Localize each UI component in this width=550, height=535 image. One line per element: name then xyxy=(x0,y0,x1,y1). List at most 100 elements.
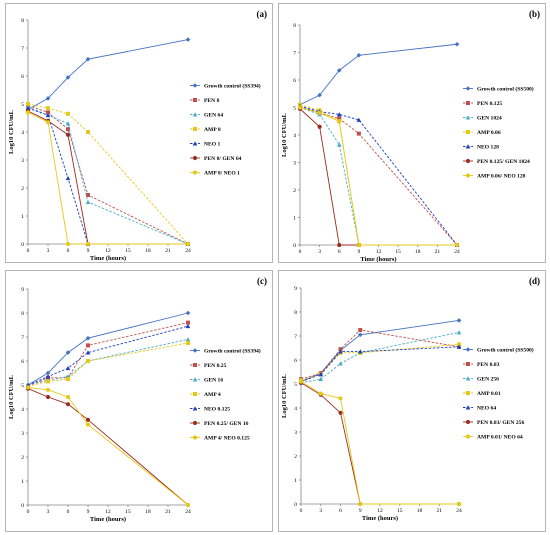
panel-b-legend-item-amp-0-06-neo-128-label: AMP 0.06/ NEO 128 xyxy=(477,174,526,180)
panel-d-x-tick-label: 24 xyxy=(456,508,462,514)
panel-c-series-pen-0-25-gen-16-point xyxy=(85,417,91,422)
panel-c-series-neo-0-125-point xyxy=(65,365,71,371)
panel-a-series-growth-control-ss394-point xyxy=(65,75,71,80)
panel-d-series-gen-256-point xyxy=(318,376,324,382)
panel-a-legend-item-gen-64-label: GEN 64 xyxy=(204,113,223,119)
panel-a-y-tick-label: 0 xyxy=(21,242,24,248)
panel-a-x-tick-label: 24 xyxy=(185,248,191,254)
panel-c-legend-item-growth-control-ss394-marker xyxy=(192,348,198,353)
panel-b-x-tick-label: 12 xyxy=(376,249,382,255)
panel-d-series-amp-0-01-neo-64-point xyxy=(358,501,363,507)
panel-b-legend-item-pen-0-125-gen-1024-marker xyxy=(465,158,471,164)
panel-c-legend-item-amp-4-neo-0-125-marker xyxy=(192,435,198,440)
panel-c-y-tick-label: 3 xyxy=(21,431,24,437)
panel-b-series-amp-0-06-neo-128-point xyxy=(454,242,460,248)
panel-a-legend-item-gen-64-marker xyxy=(192,112,198,117)
panel-c-series-gen-16-point xyxy=(185,337,191,342)
panel-c-y-tick-label: 8 xyxy=(21,311,24,317)
panel-b-series-growth-control-ss500-point xyxy=(336,68,342,73)
panel-c-x-tick-label: 6 xyxy=(67,509,70,515)
panel-a-x-tick-label: 9 xyxy=(87,248,90,254)
panel-c-series-amp-4-neo-0-125 xyxy=(25,385,191,508)
panel-c-legend-item-pen-0-25-gen-16: PEN 0.25/ GEN 16 xyxy=(190,420,249,427)
panel-c-legend-item-pen-0-25-marker xyxy=(193,363,197,367)
panel-a-x-tick-label: 15 xyxy=(125,248,131,254)
panel-c-series-amp-4-point xyxy=(86,359,90,363)
panel-c-label: (c) xyxy=(257,276,267,286)
panel-b-series-amp-0-06-neo-128-point xyxy=(356,242,361,248)
panel-c-x-tick-label: 12 xyxy=(105,509,111,515)
panel-b-legend-item-pen-0-125-marker xyxy=(466,101,470,105)
panel-d-legend: Growth control (SS500) PEN 0.03 GEN 256 AMP… xyxy=(463,347,534,441)
panel-c-series-neo-0-125-point xyxy=(185,323,191,329)
panel-c-series-pen-0-25-point xyxy=(186,320,190,325)
panel-b-y-tick-label: 0 xyxy=(293,243,296,249)
panel-d-legend-item-amp-0-01: AMP 0.01 xyxy=(463,391,501,397)
panel-b-legend-item-growth-control-ss500-marker xyxy=(465,86,471,91)
panel-d-legend-item-pen-0-03-marker xyxy=(466,362,470,366)
panel-d-series-amp-0-01-neo-64-point xyxy=(318,391,323,396)
panel-c-x-tick-label: 18 xyxy=(145,509,151,515)
panel-c-x-tick-label: 0 xyxy=(27,509,30,515)
panel-c-legend-item-amp-4-label: AMP 4 xyxy=(204,392,221,398)
panel-d-series-growth-control-ss500-point xyxy=(456,318,462,323)
panel-c-x-tick-label: 15 xyxy=(125,509,131,515)
panel-a-legend-item-pen-8: PEN 8 xyxy=(190,98,220,104)
panel-a-series-amp-8-neo-1-point xyxy=(85,241,91,247)
panel-d-series-pen-0-03-line xyxy=(300,329,460,380)
panel-c-legend: Growth control (SS394) PEN 0.25 GEN 16 AMP … xyxy=(190,348,261,442)
panel-c-series-amp-4-neo-0-125-point xyxy=(85,422,91,427)
panel-c-y-tick-label: 5 xyxy=(21,383,24,389)
panel-d-x-tick-label: 21 xyxy=(437,508,443,514)
panel-b-series-neo-128-point xyxy=(356,117,362,122)
panel-d-y-tick-label: 0 xyxy=(294,502,297,508)
panel-a-border xyxy=(5,3,273,263)
panel-c-legend-item-amp-4-marker xyxy=(193,392,197,396)
panel-a-x-tick-label: 0 xyxy=(27,248,30,254)
panel-b-series-growth-control-ss500-point xyxy=(454,41,460,47)
panel-c-legend-item-pen-0-25-gen-16-marker xyxy=(192,420,198,426)
panel-a-legend-item-amp-8-neo-1-label: AMP 8/ NEO 1 xyxy=(204,171,240,177)
panel-a-legend-item-pen-8-gen-64: PEN 8/ GEN 64 xyxy=(190,155,242,162)
panel-b-x-tick-label: 18 xyxy=(415,249,421,255)
panel-d-series-amp-0-01-point xyxy=(457,342,461,347)
panel-d-border xyxy=(278,270,546,532)
panel-a-legend: Growth control (SS394) PEN 8 GEN 64 AMP 8 NE… xyxy=(190,83,261,177)
panel-a-y-axis-title: Log10 CFU/mL xyxy=(8,109,15,154)
panel-a-series-neo-1-point xyxy=(25,105,31,111)
panel-b-legend-item-neo-128-marker xyxy=(465,144,471,149)
panel-c-legend-item-growth-control-ss394: Growth control (SS394) xyxy=(190,348,261,355)
panel-d-legend-item-amp-0-01-label: AMP 0.01 xyxy=(477,391,501,397)
panel-a-series-amp-8-neo-1 xyxy=(25,110,191,247)
panel-b-y-tick-label: 3 xyxy=(293,161,296,167)
panel-d-x-tick-label: 18 xyxy=(417,508,423,514)
panel-d-legend-item-growth-control-ss500-marker xyxy=(465,347,471,352)
panel-b-legend-item-gen-1024: GEN 1024 xyxy=(463,115,502,122)
panel-c-series-neo-0-125-point xyxy=(85,350,91,355)
panel-b-series-amp-0-06-neo-128-point xyxy=(297,105,303,110)
panel-d-legend-item-pen-0-03-label: PEN 0.03 xyxy=(477,362,500,368)
panel-a-legend-item-amp-8-marker xyxy=(193,127,197,131)
panel-d-legend-item-pen-0-03-gen-256: PEN 0.03/ GEN 256 xyxy=(463,419,524,426)
panel-b-legend-item-amp-0-06: AMP 0.06 xyxy=(463,130,501,136)
panel-a-series-amp-8-point xyxy=(66,111,70,116)
panel-d-legend-item-pen-0-03-gen-256-label: PEN 0.03/ GEN 256 xyxy=(477,420,524,426)
panel-c-series-gen-16-line xyxy=(27,338,189,386)
panel-c-series-amp-4-point xyxy=(66,377,70,381)
panel-d-x-tick-label: 3 xyxy=(319,508,322,514)
panel-b-x-tick-label: 3 xyxy=(318,249,321,255)
panel-d-legend-item-neo-64-marker xyxy=(465,405,471,410)
panel-b-x-tick-label: 24 xyxy=(454,249,460,255)
panel-a-y-tick-label: 5 xyxy=(21,102,24,108)
panel-a-legend-item-growth-control-ss394-marker xyxy=(192,83,198,88)
panel-b-legend-item-pen-0-125-gen-1024-label: PEN 0.125/ GEN 1024 xyxy=(477,159,530,165)
panel-c-y-tick-label: 7 xyxy=(21,335,24,341)
panel-d-y-tick-label: 3 xyxy=(294,430,297,436)
panel-a-series-amp-8-neo-1-point xyxy=(65,241,71,247)
panel-c-legend-item-pen-0-25-label: PEN 0.25 xyxy=(204,363,227,369)
panel-b-legend-item-pen-0-125-label: PEN 0.125 xyxy=(477,101,502,107)
panel-d-legend-item-pen-0-03: PEN 0.03 xyxy=(463,362,500,368)
panel-a-y-tick-label: 4 xyxy=(21,130,24,136)
panel-b-legend-item-amp-0-06-marker xyxy=(466,130,470,134)
